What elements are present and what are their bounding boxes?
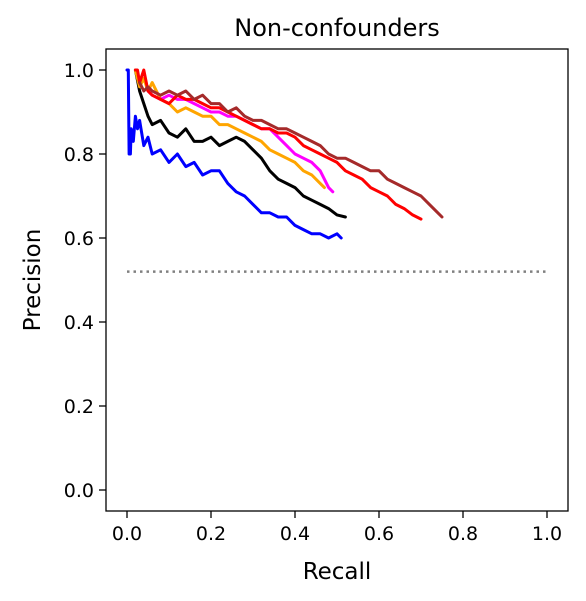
x-tick-label: 0.8 bbox=[448, 523, 478, 545]
series-line-4 bbox=[146, 89, 335, 194]
chart-title: Non-confounders bbox=[234, 14, 440, 42]
series-line-5 bbox=[133, 68, 423, 221]
y-axis-label: Precision bbox=[20, 229, 46, 332]
series-line-2 bbox=[133, 68, 347, 219]
x-tick-label: 0.4 bbox=[280, 523, 310, 545]
y-tick-label: 1.0 bbox=[64, 60, 94, 82]
x-axis: 0.0 0.2 0.4 0.6 0.8 1.0 bbox=[112, 511, 562, 545]
series-line-1 bbox=[125, 68, 343, 240]
plot-frame bbox=[105, 48, 569, 512]
x-tick-label: 1.0 bbox=[532, 523, 562, 545]
series-layer bbox=[125, 68, 444, 240]
y-axis: 0.0 0.2 0.4 0.6 0.8 1.0 bbox=[64, 60, 106, 502]
y-tick-label: 0.6 bbox=[64, 228, 94, 250]
x-tick-label: 0.0 bbox=[112, 523, 142, 545]
y-tick-label: 0.8 bbox=[64, 144, 94, 166]
series-line-6 bbox=[138, 81, 444, 219]
y-tick-label: 0.4 bbox=[64, 312, 94, 334]
x-tick-label: 0.6 bbox=[364, 523, 394, 545]
series-line-3 bbox=[133, 68, 326, 190]
y-tick-label: 0.2 bbox=[64, 396, 94, 418]
x-tick-label: 0.2 bbox=[196, 523, 226, 545]
y-tick-label: 0.0 bbox=[64, 480, 94, 502]
x-axis-label: Recall bbox=[303, 559, 372, 585]
